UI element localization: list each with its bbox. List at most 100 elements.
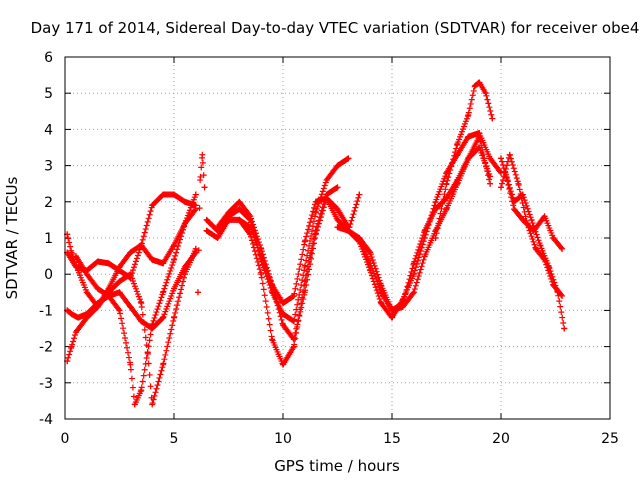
series-track-4 [64,249,199,332]
data-point [507,155,514,162]
data-point [512,171,519,178]
data-point [469,92,476,99]
data-point [419,260,426,267]
data-point [163,306,170,313]
data-point [308,233,315,240]
series-track-5 [64,206,199,310]
x-tick-label: 0 [61,431,70,447]
data-point [200,172,207,179]
data-point [65,354,72,361]
data-point [263,268,270,275]
data-point [306,266,313,273]
data-point [307,261,314,268]
data-point [305,271,312,278]
data-point [153,309,160,316]
data-point [263,304,270,311]
data-point [413,279,420,286]
data-point [498,155,504,162]
data-point [178,286,185,293]
data-point [172,309,179,316]
data-point [558,309,565,316]
data-point [527,214,534,221]
data-point [510,202,517,209]
data-point [355,194,362,201]
data-point [293,325,300,332]
series-track-8 [203,184,341,368]
data-point [256,266,263,273]
series-track-10 [236,195,352,343]
data-point [307,237,314,244]
data-point [190,196,197,203]
data-point [443,181,450,188]
data-point [298,304,305,311]
data-point [134,252,141,259]
data-point [142,334,149,341]
data-point [353,201,360,208]
data-point [483,92,490,99]
data-point [168,326,175,333]
data-point [254,258,261,265]
data-point [502,169,509,176]
data-point [129,384,136,391]
data-point [66,239,73,246]
data-point [545,267,552,274]
axis-ticks: 0 5 10 15 20 25 -4 -3 -2 -1 0 1 2 3 4 5 6 [39,50,619,447]
data-point [191,194,198,201]
data-point [167,330,174,337]
data-point [484,165,491,172]
data-point [134,291,141,298]
data-point [506,186,513,193]
data-point [121,330,128,337]
data-point [270,288,277,295]
data-point [118,315,125,322]
data-point [273,298,280,305]
data-point [198,164,205,171]
data-point [452,149,459,156]
data-point [129,267,136,274]
data-point [171,256,178,263]
data-point [484,96,491,103]
series-track-17 [502,169,566,252]
data-point [447,166,454,173]
series-track-14 [432,79,496,241]
data-point [415,246,422,253]
data-point [316,217,323,224]
data-point [139,378,146,385]
data-point [312,230,319,237]
data-point [168,264,175,271]
data-point [181,274,188,281]
data-point [558,291,565,298]
data-point [485,100,492,107]
data-point [369,265,376,272]
data-point [128,275,135,282]
data-point [319,188,326,195]
data-point [298,256,305,263]
data-point [414,276,421,283]
data-point [465,109,472,116]
data-point [505,182,512,189]
data-point [268,333,275,340]
data-point [414,249,421,256]
data-point [152,311,159,318]
data-point [196,205,203,212]
data-point [66,351,73,358]
data-point [546,270,553,277]
data-point [503,162,510,169]
data-point [171,313,178,320]
data-point [480,155,487,162]
data-point [302,287,309,294]
data-point [253,233,260,240]
data-point [432,235,439,241]
data-point [372,273,379,280]
x-tick-label: 20 [492,431,510,447]
data-point [146,211,153,218]
data-point [155,378,162,385]
data-point [299,251,306,258]
data-point [278,316,285,323]
data-point [513,175,520,182]
data-point [488,111,495,118]
data-point [141,326,148,333]
data-point [368,254,375,261]
data-point [197,173,204,180]
data-point [542,258,549,265]
